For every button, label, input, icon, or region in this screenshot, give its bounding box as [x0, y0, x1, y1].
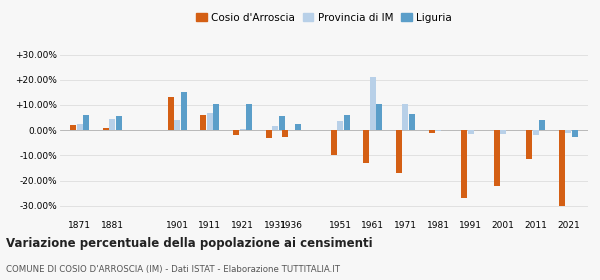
- Bar: [239, 129, 245, 130]
- Text: COMUNE DI COSIO D'ARROSCIA (IM) - Dati ISTAT - Elaborazione TUTTITALIA.IT: COMUNE DI COSIO D'ARROSCIA (IM) - Dati I…: [6, 265, 340, 274]
- Bar: [396, 130, 402, 173]
- Bar: [295, 124, 301, 130]
- Bar: [246, 104, 252, 130]
- Bar: [539, 120, 545, 130]
- Bar: [344, 115, 350, 130]
- Bar: [467, 130, 473, 134]
- Bar: [77, 124, 83, 130]
- Bar: [572, 130, 578, 137]
- Bar: [526, 130, 532, 159]
- Bar: [214, 104, 220, 130]
- Bar: [168, 97, 174, 130]
- Bar: [500, 130, 506, 134]
- Bar: [565, 130, 571, 133]
- Bar: [331, 130, 337, 155]
- Bar: [181, 92, 187, 130]
- Legend: Cosio d'Arroscia, Provincia di IM, Liguria: Cosio d'Arroscia, Provincia di IM, Ligur…: [192, 8, 456, 27]
- Bar: [337, 122, 343, 130]
- Bar: [370, 77, 376, 130]
- Bar: [282, 130, 288, 137]
- Bar: [494, 130, 500, 186]
- Bar: [461, 130, 467, 198]
- Bar: [559, 130, 565, 206]
- Bar: [403, 104, 409, 130]
- Bar: [376, 104, 382, 130]
- Bar: [175, 120, 181, 130]
- Bar: [233, 130, 239, 135]
- Bar: [272, 127, 278, 130]
- Bar: [103, 128, 109, 130]
- Text: Variazione percentuale della popolazione ai censimenti: Variazione percentuale della popolazione…: [6, 237, 373, 249]
- Bar: [409, 114, 415, 130]
- Bar: [428, 130, 434, 133]
- Bar: [70, 125, 76, 130]
- Bar: [435, 130, 441, 131]
- Bar: [533, 130, 539, 135]
- Bar: [207, 113, 213, 130]
- Bar: [116, 116, 122, 130]
- Bar: [266, 130, 272, 138]
- Bar: [83, 115, 89, 130]
- Bar: [109, 119, 115, 130]
- Bar: [278, 116, 284, 130]
- Bar: [200, 115, 206, 130]
- Bar: [364, 130, 370, 163]
